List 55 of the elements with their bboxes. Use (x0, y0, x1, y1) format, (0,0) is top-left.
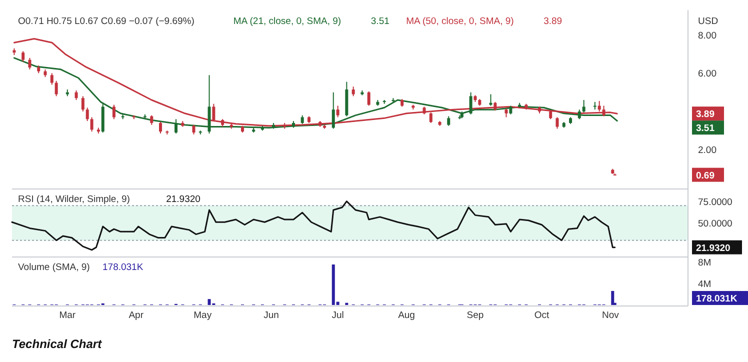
text: 3.89 (696, 109, 714, 120)
candlestick (192, 124, 196, 135)
x-tick-label: May (194, 310, 212, 321)
y-tick-label: 75.0000 (698, 196, 732, 208)
x-tick-label: Apr (128, 310, 144, 321)
chart-title: Volume (SMA, 9) (18, 262, 90, 273)
x-tick-label: Nov (602, 310, 620, 321)
candlestick (159, 122, 162, 134)
candlestick (352, 86, 355, 97)
bar (611, 290, 614, 305)
y-tick-label: 8.00 (698, 30, 716, 42)
y-tick-label: 4M (698, 278, 712, 290)
x-tick-label: Oct (534, 310, 550, 321)
candlestick (489, 94, 492, 106)
x-tick-label: Aug (398, 310, 415, 321)
text: Technical Chart (12, 337, 103, 351)
text: MA (21, close, 0, SMA, 9) (233, 16, 342, 27)
y-tick-label: 6.00 (698, 68, 716, 80)
text: 178.031K (696, 294, 738, 304)
bar (208, 299, 211, 305)
candlestick (74, 90, 78, 100)
candlestick (112, 104, 116, 120)
x-tick-label: Sep (466, 310, 484, 321)
candlestick (212, 103, 216, 122)
y-tick-label: 8M (698, 257, 712, 268)
text: MA (50, close, 0, SMA, 9) (406, 16, 514, 27)
candlestick (447, 116, 450, 126)
candlestick (367, 90, 370, 106)
candlestick (556, 116, 559, 130)
chart-title: O0.71 H0.75 L0.67 C0.69 −0.07 (−9.69%) (18, 16, 194, 27)
y-tick-label: 50.0000 (698, 218, 732, 230)
candlestick (469, 92, 472, 115)
candlestick (602, 105, 606, 117)
annotation: 3.89 (544, 16, 562, 27)
x-tick-label: Mar (59, 310, 76, 321)
candlestick (86, 107, 89, 122)
chart-title: RSI (14, Wilder, Simple, 9) (18, 194, 130, 205)
candlestick (578, 109, 581, 120)
annotation: 178.031K (102, 262, 144, 273)
y-tick-label: 2.00 (698, 145, 716, 156)
y-axis-title: USD (698, 16, 718, 27)
candlestick (81, 96, 84, 112)
candlestick (582, 100, 586, 113)
x-tick-label: Jun (264, 310, 279, 321)
x-tick-label: Jul (332, 310, 344, 321)
candlestick (429, 112, 432, 124)
text: 21.9320 (696, 242, 730, 254)
annotation: 3.51 (370, 16, 390, 27)
text: 0.69 (696, 170, 714, 182)
candlestick (90, 116, 94, 132)
candlestick (150, 114, 154, 126)
text: 3.51 (696, 123, 714, 134)
candlestick (598, 100, 601, 112)
annotation: 21.9320 (166, 194, 200, 205)
candlestick (336, 105, 340, 118)
